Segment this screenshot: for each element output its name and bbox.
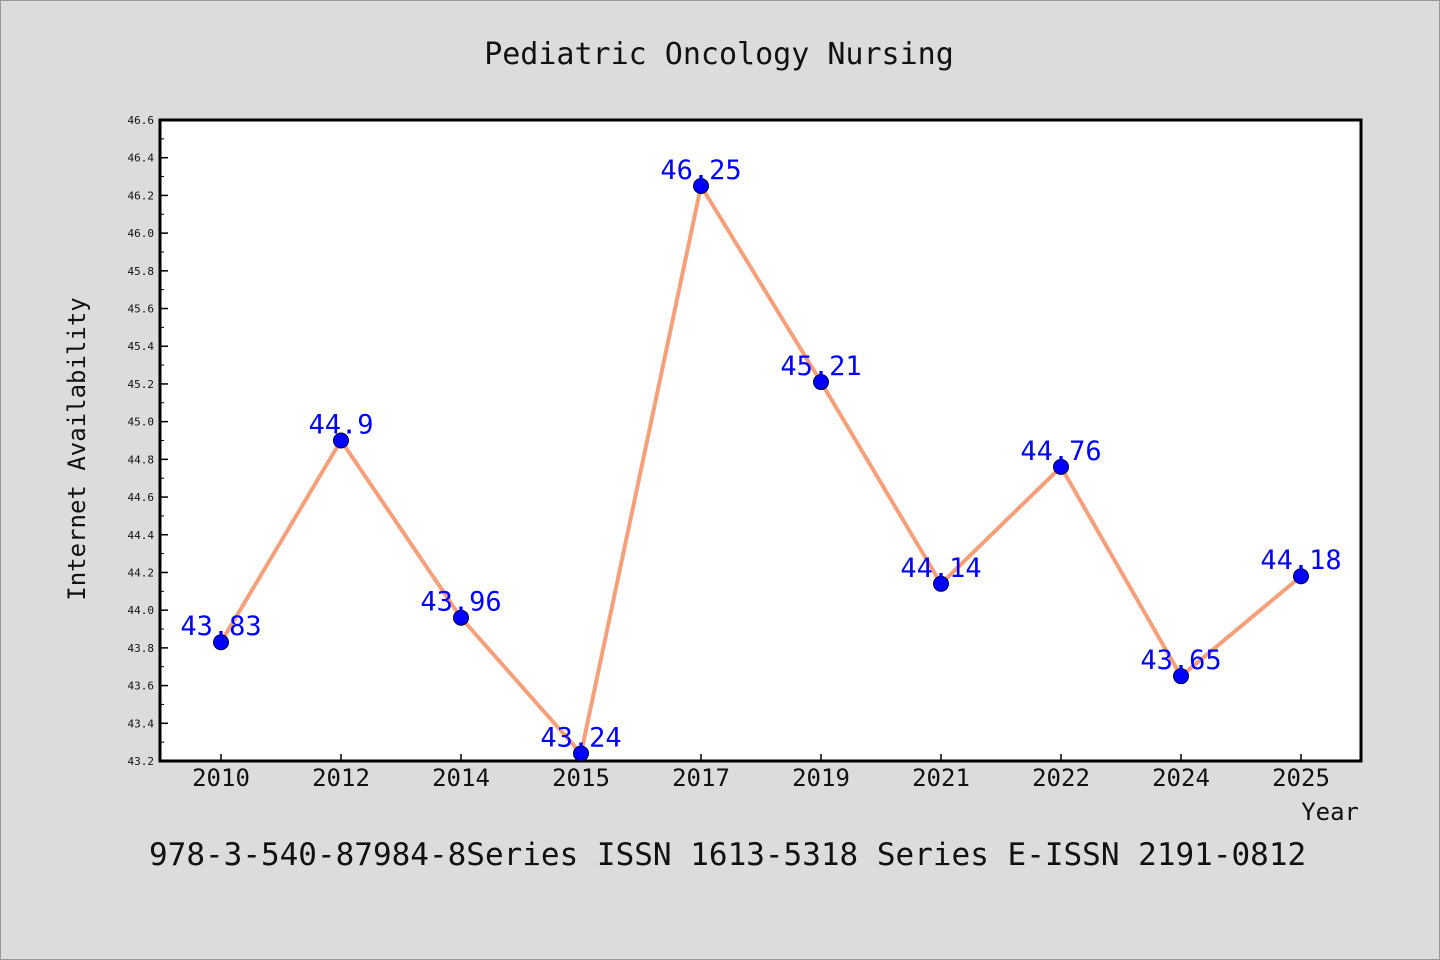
x-axis-ticks: 2010 2012 2014 2015 2017 2019 2021 2022 2024 2025 (192, 754, 1330, 792)
y-tick-label: 46.0 (128, 227, 155, 240)
data-label: 43.65 (1140, 645, 1221, 676)
data-point-marker (1293, 568, 1309, 585)
data-label: 43.83 (180, 611, 261, 642)
y-axis-label: Internet Availability (63, 297, 91, 600)
x-tick-label: 2022 (1032, 764, 1090, 792)
data-point-marker (213, 634, 229, 651)
y-tick-label: 45.8 (128, 265, 155, 278)
y-tick-label: 43.8 (128, 642, 155, 655)
data-label: 44.14 (900, 553, 981, 584)
y-tick-label: 43.6 (128, 680, 155, 693)
data-point-marker (453, 609, 469, 626)
data-label: 43.24 (540, 722, 621, 753)
data-point-marker (933, 575, 949, 592)
y-tick-label: 45.0 (128, 416, 155, 429)
y-axis-ticks: 43.2 43.4 43.6 43.8 44.0 44.2 44.4 44.6 44.8 45.0… (128, 114, 168, 768)
data-labels-group: 43.83 44.9 43.96 43.24 46.25 45.21 44.14 44.76 4… (180, 155, 1341, 753)
x-tick-label: 2024 (1152, 764, 1210, 792)
x-axis-label: Year (1301, 798, 1359, 826)
data-label: 46.25 (660, 155, 741, 186)
y-tick-label: 44.2 (128, 566, 155, 579)
x-tick-label: 2017 (672, 764, 730, 792)
footer-isbn-issn: 978-3-540-87984-8Series ISSN 1613-5318 S… (149, 837, 1306, 873)
data-point-marker (693, 177, 709, 194)
y-tick-label: 43.4 (128, 717, 155, 730)
data-point-marker (1053, 458, 1069, 475)
data-point-marker (333, 432, 349, 449)
x-tick-label: 2010 (192, 764, 250, 792)
series-line-group (219, 183, 1303, 756)
data-point-marker (1173, 668, 1189, 685)
series-line (219, 183, 1303, 756)
x-tick-label: 2025 (1272, 764, 1330, 792)
data-label: 43.96 (420, 587, 501, 618)
y-tick-label: 45.6 (128, 303, 155, 316)
y-tick-label: 44.4 (128, 529, 155, 542)
x-tick-label: 2019 (792, 764, 850, 792)
y-tick-label: 44.8 (128, 453, 155, 466)
x-tick-label: 2015 (552, 764, 610, 792)
markers-group (213, 177, 1309, 762)
y-tick-label: 45.2 (128, 378, 155, 391)
data-label: 44.76 (1020, 436, 1101, 467)
data-point-marker (573, 745, 589, 762)
y-tick-label: 45.4 (128, 340, 155, 353)
y-tick-label: 46.2 (128, 189, 155, 202)
x-tick-label: 2014 (432, 764, 490, 792)
x-tick-label: 2012 (312, 764, 370, 792)
chart-title: Pediatric Oncology Nursing (484, 37, 954, 72)
data-label: 44.18 (1260, 545, 1341, 576)
plot-area (158, 118, 1363, 763)
data-label: 45.21 (780, 351, 861, 382)
y-tick-label: 46.6 (128, 114, 155, 127)
data-label: 44.9 (308, 410, 373, 441)
x-tick-label: 2021 (912, 764, 970, 792)
y-tick-label: 44.0 (128, 604, 155, 617)
data-point-marker (813, 374, 829, 391)
y-tick-label: 44.6 (128, 491, 155, 504)
y-tick-label: 43.2 (128, 755, 155, 768)
y-tick-label: 46.4 (128, 152, 155, 165)
